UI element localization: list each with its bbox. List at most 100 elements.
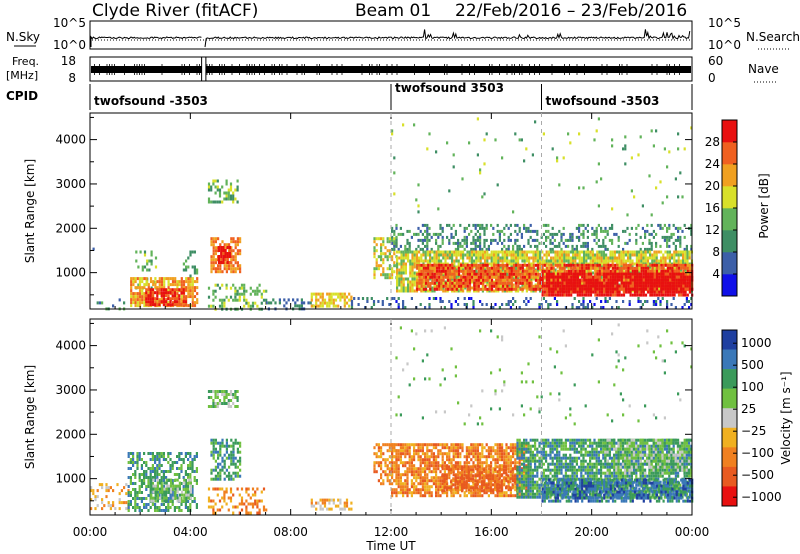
range-gate-cell <box>404 286 407 290</box>
range-gate-cell <box>393 232 396 236</box>
range-gate-cell <box>580 303 583 306</box>
range-gate-cell <box>622 287 626 291</box>
range-gate-cell <box>635 253 638 257</box>
range-gate-cell <box>439 297 442 300</box>
range-gate-cell <box>545 238 548 242</box>
range-gate-cell <box>176 292 179 296</box>
range-gate-cell <box>653 284 656 288</box>
range-gate-cell <box>150 253 153 257</box>
freq-tick-low: 8 <box>68 71 76 85</box>
range-gate-cell <box>245 301 248 305</box>
range-gate-cell <box>222 252 225 255</box>
range-gate-cell <box>404 247 407 251</box>
range-gate-cell <box>567 132 570 136</box>
range-gate-cell <box>446 272 450 276</box>
range-gate-cell <box>640 287 643 291</box>
range-gate-cell <box>550 278 553 282</box>
range-gate-cell <box>236 179 239 183</box>
range-gate-cell <box>639 247 642 251</box>
range-gate-cell <box>402 283 405 287</box>
range-gate-cell <box>420 274 423 278</box>
range-gate-cell <box>396 286 399 290</box>
range-gate-cell <box>649 256 652 260</box>
range-gate-cell <box>141 292 144 296</box>
range-gate-cell <box>512 250 515 254</box>
range-gate-cell <box>647 287 650 291</box>
range-gate-cell <box>234 246 237 250</box>
range-gate-cell <box>334 304 338 308</box>
range-gate-cell <box>464 266 467 270</box>
range-gate-cell <box>479 223 482 227</box>
range-gate-cell <box>141 289 144 293</box>
range-gate-cell <box>657 259 660 263</box>
range-gate-cell <box>207 200 211 204</box>
range-gate-cell <box>386 237 389 241</box>
range-gate-cell <box>424 281 428 285</box>
range-gate-cell <box>571 232 574 236</box>
range-gate-cell <box>561 262 564 266</box>
range-gate-cell <box>554 259 557 263</box>
range-gate-cell <box>582 303 585 306</box>
range-gate-cell <box>130 292 133 296</box>
range-gate-cell <box>375 243 378 247</box>
range-gate-cell <box>534 120 537 124</box>
range-gate-cell <box>503 226 506 230</box>
range-gate-cell <box>442 266 445 270</box>
range-gate-cell <box>572 269 575 273</box>
range-gate-cell <box>225 267 228 271</box>
range-gate-cell <box>662 272 665 276</box>
range-gate-cell <box>508 250 511 254</box>
range-gate-cell <box>640 259 643 263</box>
range-gate-cell <box>536 238 539 242</box>
range-gate-cell <box>321 304 324 308</box>
range-gate-cell <box>603 266 606 270</box>
range-gate-cell <box>428 303 431 306</box>
range-gate-cell <box>459 289 462 293</box>
range-gate-cell <box>651 269 654 273</box>
range-gate-cell <box>600 226 603 230</box>
range-gate-cell <box>567 265 570 269</box>
range-gate-cell <box>683 235 686 239</box>
range-gate-cell <box>605 293 608 297</box>
range-gate-cell <box>519 263 522 267</box>
range-gate-cell <box>243 304 246 308</box>
range-gate-cell <box>527 229 530 233</box>
range-gate-cell <box>484 253 487 257</box>
range-gate-cell <box>260 292 263 296</box>
range-gate-cell <box>672 223 675 227</box>
range-gate-cell <box>169 291 172 295</box>
range-gate-cell <box>409 268 412 272</box>
range-gate-cell <box>604 229 607 233</box>
range-gate-cell <box>630 226 633 230</box>
range-gate-cell <box>646 229 649 233</box>
range-gate-cell <box>525 303 528 306</box>
range-gate-cell <box>462 278 465 282</box>
range-gate-cell <box>451 266 454 270</box>
range-gate-cell <box>442 278 445 282</box>
range-gate-cell <box>670 235 673 239</box>
range-gate-cell <box>506 256 509 260</box>
range-gate-cell <box>332 292 335 296</box>
range-gate-cell <box>283 304 286 308</box>
range-gate-cell <box>495 266 498 270</box>
range-gate-cell <box>435 150 438 154</box>
range-gate-cell <box>559 266 562 270</box>
range-gate-cell <box>147 283 150 287</box>
range-gate-cell <box>493 275 496 279</box>
range-gate-cell <box>214 185 217 189</box>
range-gate-cell <box>477 275 480 279</box>
range-gate-cell <box>129 494 132 497</box>
range-gate-cell <box>238 295 241 299</box>
range-gate-cell <box>682 263 685 267</box>
range-gate-cell <box>536 274 539 278</box>
range-gate-cell <box>477 250 480 254</box>
range-gate-cell <box>138 452 141 455</box>
range-gate-cell <box>402 250 405 254</box>
range-gate-cell <box>130 298 133 302</box>
range-gate-cell <box>507 244 510 248</box>
range-gate-cell <box>572 253 575 257</box>
range-gate-cell <box>596 275 599 279</box>
range-gate-cell <box>455 281 458 285</box>
range-gate-cell <box>668 238 671 242</box>
range-gate-cell <box>576 278 579 282</box>
